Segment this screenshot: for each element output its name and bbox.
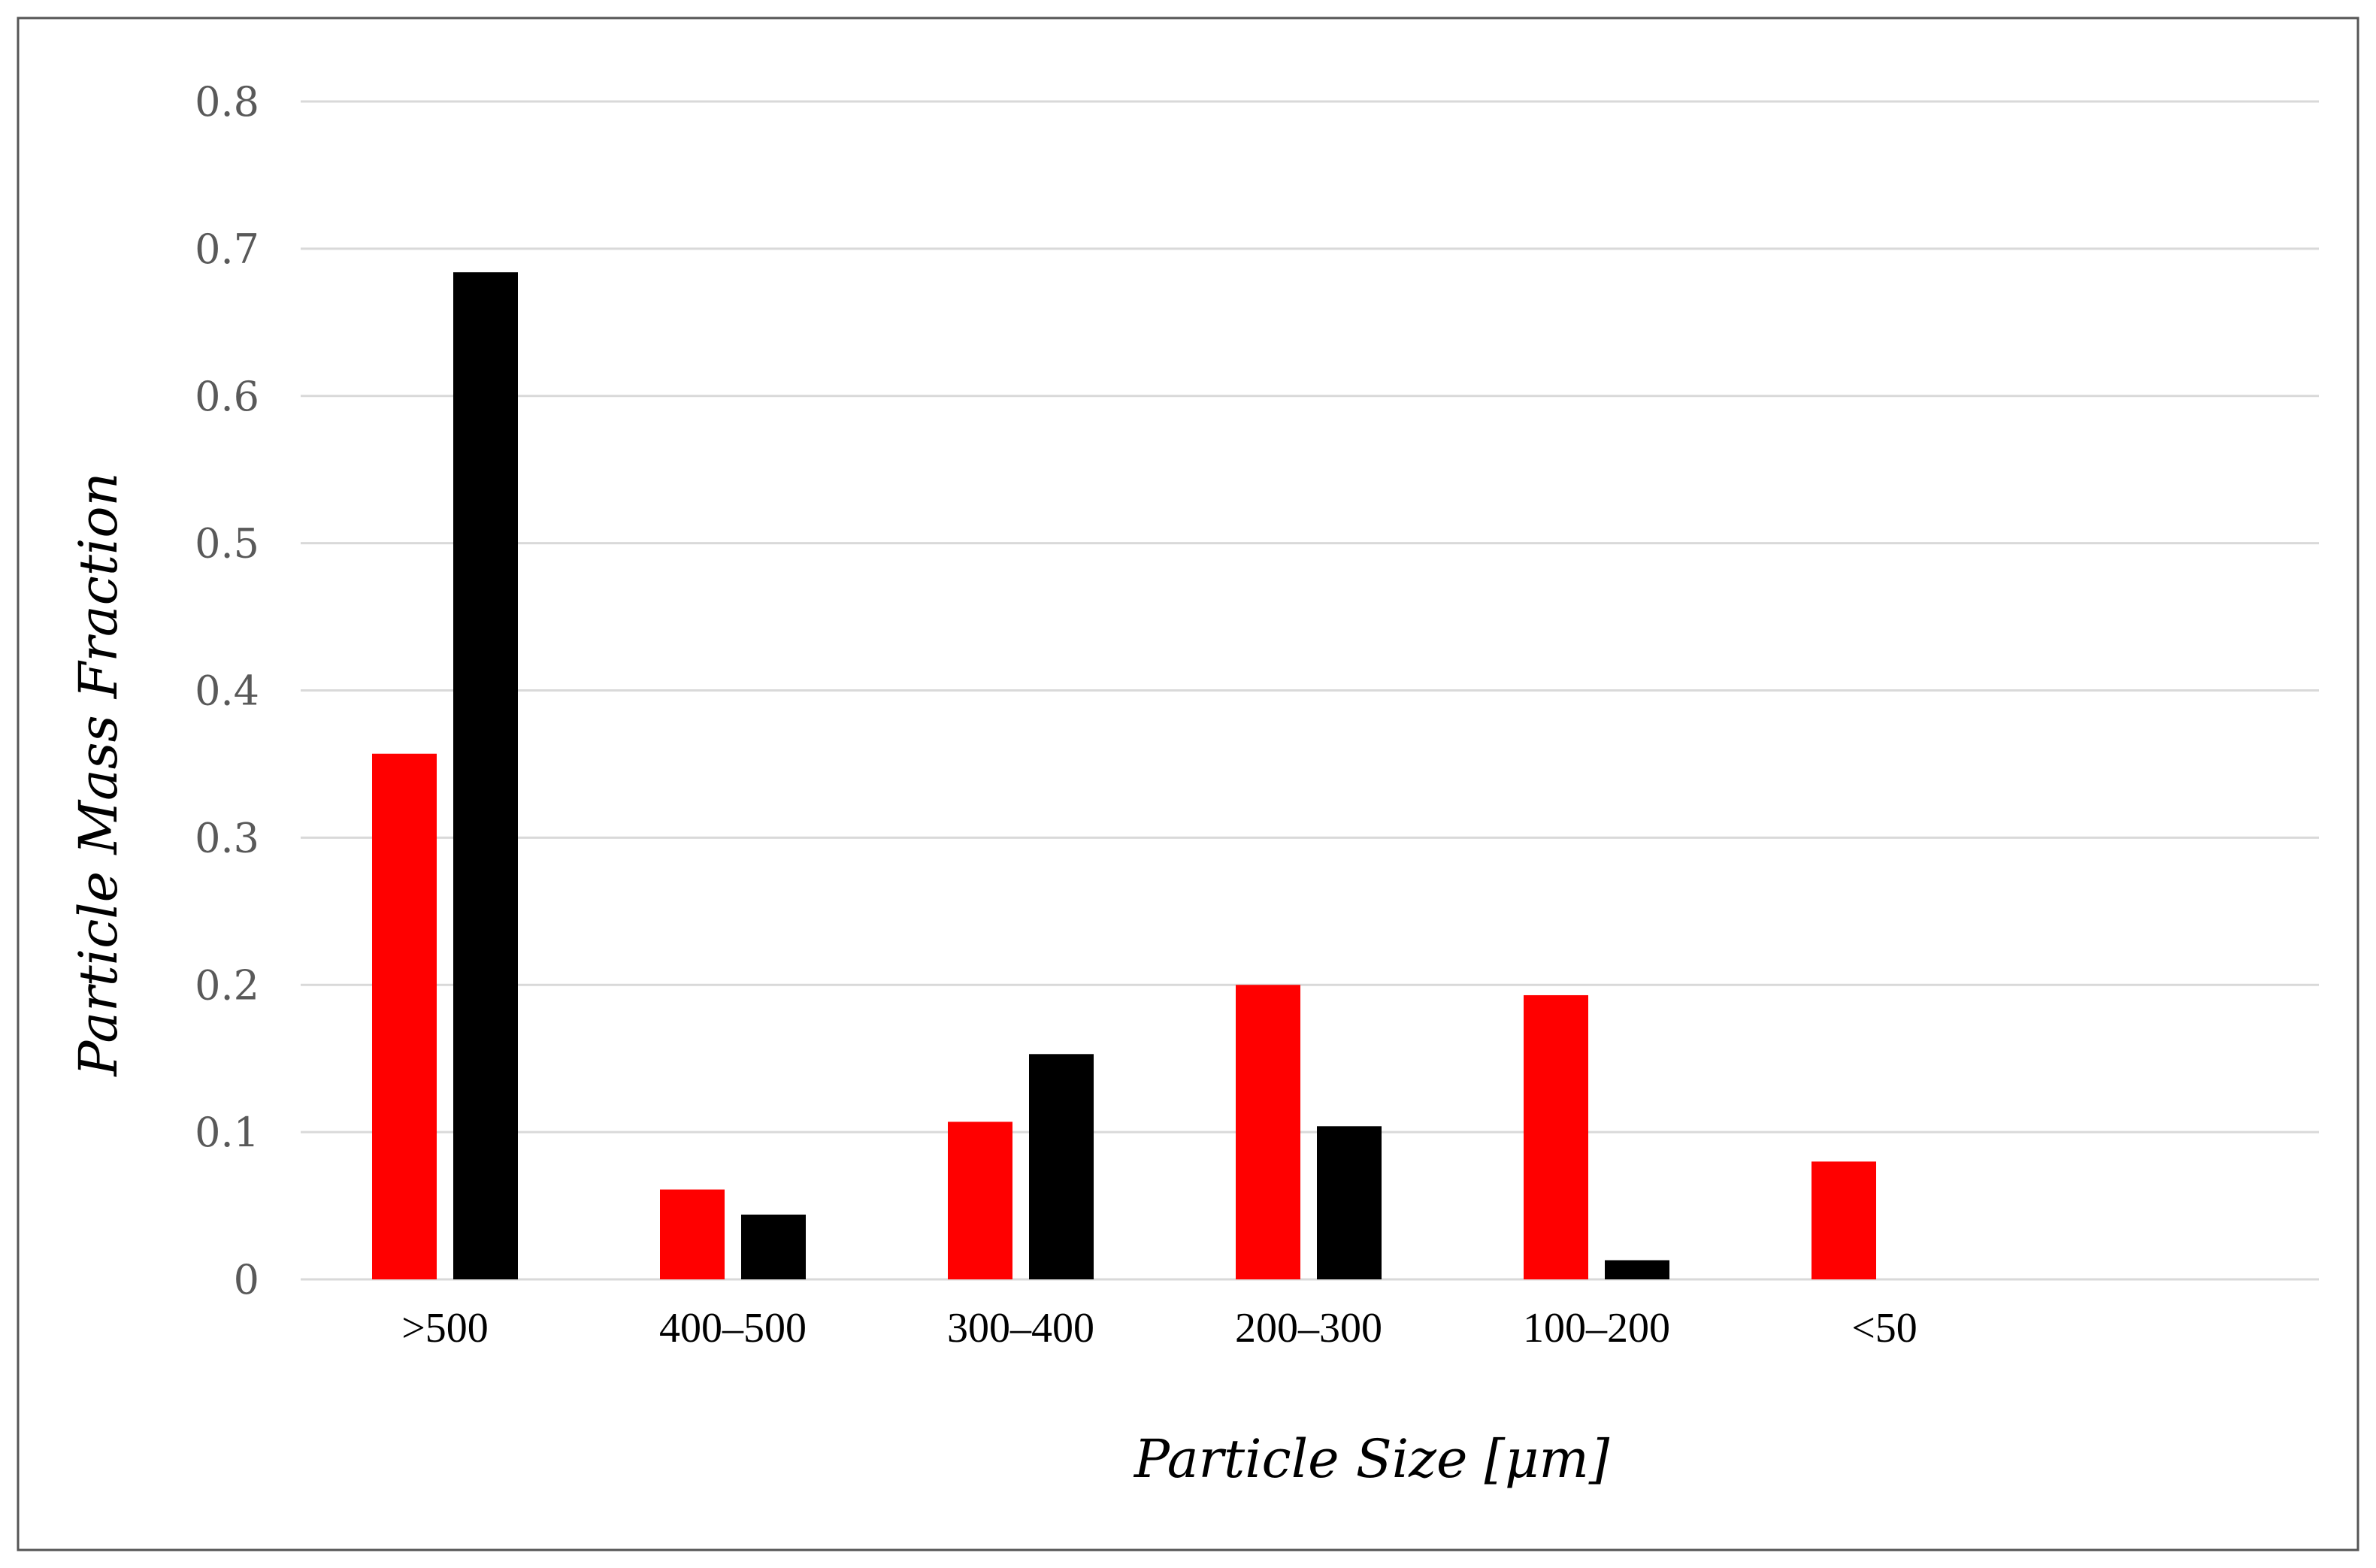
bar-series-1 bbox=[948, 1122, 1012, 1279]
bar-series-1 bbox=[1812, 1161, 1876, 1279]
x-tick-label: 200–300 bbox=[1235, 1305, 1382, 1352]
x-tick-label: 300–400 bbox=[947, 1305, 1094, 1352]
y-tick-label: 0.2 bbox=[195, 961, 259, 1009]
y-tick-label: 0.4 bbox=[195, 667, 259, 715]
y-tick-label: 0.5 bbox=[195, 520, 259, 568]
y-axis-title: Particle Mass Fraction bbox=[68, 472, 129, 1077]
y-tick-label: 0.3 bbox=[195, 814, 259, 861]
y-tick-label: 0.7 bbox=[195, 226, 259, 273]
gridlines bbox=[301, 100, 2319, 1281]
x-tick-labels: >500 400–500 300–400 200–300 100–200 <50 bbox=[401, 1305, 1917, 1352]
x-tick-label: 100–200 bbox=[1523, 1305, 1670, 1352]
bar-series-1 bbox=[1524, 994, 1588, 1279]
bar-series-2 bbox=[1605, 1260, 1669, 1279]
bars bbox=[372, 272, 1876, 1280]
y-tick-label: 0.6 bbox=[195, 373, 259, 420]
bar-series-1 bbox=[660, 1189, 725, 1279]
y-tick-label: 0.8 bbox=[195, 78, 259, 126]
bar-series-2 bbox=[453, 272, 518, 1280]
bar-series-1 bbox=[1236, 985, 1300, 1279]
bar-series-2 bbox=[741, 1214, 806, 1279]
x-tick-label: <50 bbox=[1851, 1305, 1917, 1352]
bar-series-1 bbox=[372, 753, 437, 1279]
bar-series-2 bbox=[1029, 1054, 1094, 1279]
x-tick-label: >500 bbox=[401, 1305, 489, 1352]
y-tick-labels: 0 0.1 0.2 0.3 0.4 0.5 0.6 0.7 0.8 bbox=[195, 78, 259, 1303]
y-tick-label: 0 bbox=[234, 1256, 259, 1303]
y-tick-label: 0.1 bbox=[195, 1109, 259, 1156]
x-axis-title: Particle Size [μm] bbox=[1133, 1428, 1610, 1490]
bar-series-2 bbox=[1317, 1126, 1382, 1279]
x-tick-label: 400–500 bbox=[659, 1305, 807, 1352]
